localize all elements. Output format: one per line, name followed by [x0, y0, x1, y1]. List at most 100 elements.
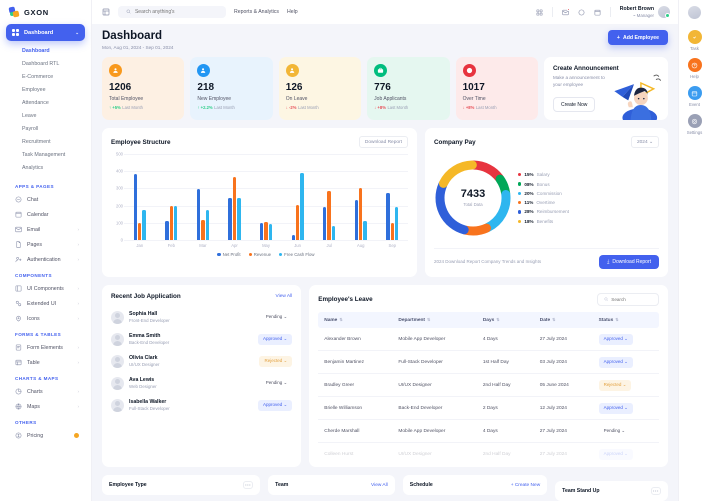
- more-options-icon[interactable]: ⋯: [651, 487, 661, 495]
- rail-avatar[interactable]: [688, 6, 701, 19]
- status-badge[interactable]: Rejected ⌄: [259, 355, 293, 367]
- sidebar-item-dashboard[interactable]: Dashboard ⌄: [6, 24, 85, 41]
- rail-item-settings[interactable]: Settings: [687, 114, 702, 135]
- menu-toggle-icon[interactable]: [102, 8, 110, 16]
- sidebar-item-ui-components[interactable]: UI Components ›: [6, 281, 85, 296]
- sidebar-subitem-analytics[interactable]: Analytics: [22, 164, 44, 171]
- rail-item-task[interactable]: Task: [687, 30, 702, 51]
- status-badge[interactable]: Approved ⌄: [257, 333, 293, 345]
- legend-percent: 15%: [524, 172, 534, 178]
- create-now-button[interactable]: Create Now: [552, 97, 596, 112]
- rail-item-event[interactable]: Event: [687, 86, 702, 107]
- table-column-header[interactable]: Department ⇅: [392, 312, 477, 328]
- sidebar-item-calendar[interactable]: Calendar: [6, 207, 85, 222]
- bar-group: [124, 154, 156, 240]
- sidebar-item-authentication[interactable]: Authentication ›: [6, 252, 85, 267]
- legend-percent: 28%: [524, 209, 534, 215]
- stat-change: ↑ +5% Last Month: [109, 105, 177, 110]
- donut-legend-item[interactable]: 15% Salary: [518, 172, 569, 177]
- stat-cards: 1206 Total Employee ↑ +5% Last Month 218…: [102, 57, 668, 120]
- table-column-header[interactable]: Name ⇅: [318, 312, 393, 328]
- table-column-header[interactable]: Status ⇅: [592, 312, 659, 328]
- legend-label: Benefits: [536, 218, 554, 224]
- avatar: [111, 398, 124, 412]
- download-report-button[interactable]: Download Report: [358, 136, 408, 148]
- cell-status: Approved ⌄: [592, 350, 659, 374]
- download-report-button[interactable]: ⤓ Download Report: [599, 255, 659, 269]
- apps-grid-icon[interactable]: [536, 9, 543, 16]
- brand[interactable]: GXON: [0, 0, 91, 24]
- sidebar-item-pricing[interactable]: Pricing: [6, 428, 85, 443]
- badge-dot: [74, 433, 79, 438]
- status-badge[interactable]: Approved ⌄: [598, 333, 633, 345]
- add-employee-button[interactable]: + Add Employee: [607, 30, 668, 45]
- rail-item-help[interactable]: Help: [687, 58, 702, 79]
- status-badge[interactable]: Pending ⌄: [603, 428, 626, 433]
- cell-name: Alexander Brown: [318, 328, 393, 351]
- donut-legend-item[interactable]: 08% Bonus: [518, 182, 569, 187]
- sidebar-subitem-recruitment[interactable]: Recruitment: [22, 138, 51, 145]
- view-all-link[interactable]: View All: [371, 482, 388, 488]
- status-badge[interactable]: Pending ⌄: [265, 380, 288, 385]
- applicant-role: Back-End Developer: [129, 340, 170, 346]
- help-icon: [687, 58, 702, 72]
- status-badge[interactable]: Pending ⌄: [265, 314, 288, 319]
- sidebar-item-email[interactable]: Email ›: [6, 222, 85, 237]
- sort-icon: ⇅: [339, 317, 343, 322]
- sidebar-item-icons[interactable]: Icons ›: [6, 311, 85, 326]
- bar-group: [377, 154, 409, 240]
- status-badge[interactable]: Rejected ⌄: [598, 379, 632, 391]
- topbar-link-help[interactable]: Help: [286, 9, 298, 15]
- legend-item[interactable]: Revenue: [248, 252, 271, 257]
- donut-legend-item[interactable]: 11% Overtime: [518, 200, 569, 205]
- messages-icon[interactable]: [561, 7, 570, 16]
- calendar-topbar-icon[interactable]: [594, 9, 601, 16]
- x-tick: Jul: [326, 243, 332, 248]
- sidebar-subitem-dashboard-rtl[interactable]: Dashboard RTL: [22, 60, 60, 67]
- sidebar-item-pages[interactable]: Pages ›: [6, 237, 85, 252]
- sidebar-section-label: OTHERS: [15, 420, 37, 425]
- global-search[interactable]: [118, 6, 226, 18]
- bar-group: [250, 154, 282, 240]
- rail-item-label: Event: [689, 102, 700, 107]
- notifications-bell-icon[interactable]: [578, 9, 585, 16]
- sidebar-subitem-leave[interactable]: Leave: [22, 112, 37, 119]
- create-new-link[interactable]: + Create New: [510, 482, 541, 488]
- status-badge[interactable]: Approved ⌄: [598, 448, 633, 460]
- status-badge[interactable]: Approved ⌄: [598, 402, 633, 414]
- sidebar-item-extended-ui[interactable]: Extended UI ›: [6, 296, 85, 311]
- sidebar-item-chat[interactable]: Chat: [6, 192, 85, 207]
- user-profile[interactable]: Robert Brown ~ Manager: [620, 6, 670, 18]
- table-search-input[interactable]: [611, 297, 652, 302]
- status-badge[interactable]: Approved ⌄: [257, 399, 293, 411]
- sidebar-subitem-employee[interactable]: Employee: [22, 86, 46, 93]
- topbar-link-reports[interactable]: Reports & Analytics: [234, 9, 279, 15]
- search-input[interactable]: [134, 9, 218, 15]
- donut-legend-item[interactable]: 20% Commission: [518, 191, 569, 196]
- sidebar-item-table[interactable]: Table ›: [6, 355, 85, 370]
- table-column-header[interactable]: Days ⇅: [476, 312, 534, 328]
- sidebar-item-form-elements[interactable]: Form Elements ›: [6, 340, 85, 355]
- table-column-header[interactable]: Date ⇅: [533, 312, 593, 328]
- sidebar-item-maps[interactable]: Maps ›: [6, 399, 85, 414]
- sidebar-subitem-payroll[interactable]: Payroll: [22, 125, 39, 132]
- sidebar-subitem-dashboard[interactable]: Dashboard: [22, 47, 50, 54]
- sidebar-subitem-attendance[interactable]: Attendance: [22, 99, 49, 106]
- status-badge[interactable]: Approved ⌄: [598, 356, 633, 368]
- download-label: Download Report: [612, 259, 651, 265]
- more-options-icon[interactable]: ⋯: [243, 481, 254, 489]
- legend-item[interactable]: Net Profit: [217, 252, 241, 257]
- page-content: Dashboard Mon, Aug 01, 2024 - Sep 01, 20…: [92, 24, 678, 501]
- legend-item[interactable]: Free Cash Flow: [278, 252, 315, 257]
- year-filter-dropdown[interactable]: 2024 ⌄: [630, 136, 659, 148]
- view-all-link[interactable]: View All: [275, 294, 293, 299]
- sidebar-item-charts[interactable]: Charts ›: [6, 384, 85, 399]
- sidebar-subitem-task-management[interactable]: Task Management: [22, 151, 66, 158]
- bar-group: [313, 154, 345, 240]
- avatar: [111, 310, 124, 324]
- stat-change-value: ↑ +2.2%: [197, 104, 213, 110]
- donut-legend-item[interactable]: 28% Reimbursement: [518, 209, 569, 214]
- table-search[interactable]: [597, 293, 659, 306]
- donut-legend-item[interactable]: 18% Benefits: [518, 219, 569, 224]
- sidebar-subitem-e-commerce[interactable]: E-Commerce: [22, 73, 54, 80]
